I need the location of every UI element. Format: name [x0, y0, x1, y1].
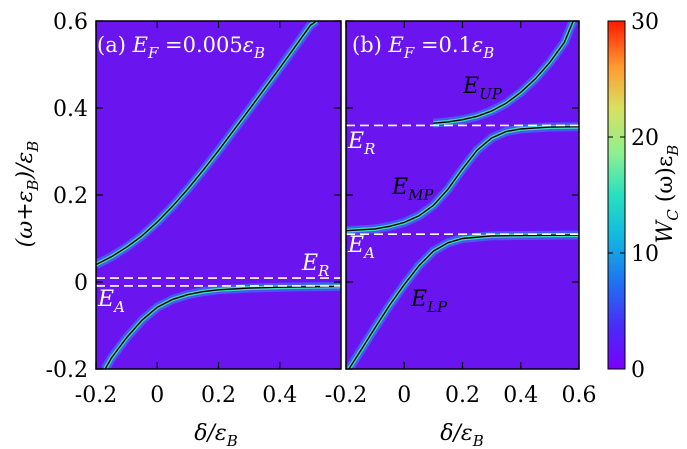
x-tick-label: 0.2 [445, 383, 480, 408]
colorbar: 0 10 20 30 WC (ω)εB [607, 10, 682, 383]
label-b-EA: EA [347, 233, 375, 262]
label-a-EA: EA [97, 287, 125, 316]
label-b-ER: ER [347, 129, 375, 158]
curve-line-e-mp [346, 126, 579, 232]
x-tick-label: 0.2 [201, 383, 236, 408]
curve-line-e-up [433, 21, 574, 124]
panel-b: -0.2 0 0.2 0.4 0.6 (b) EF =0.1εB EUP ER EMP … [325, 20, 597, 408]
panel-b-reference-lines [346, 124, 579, 235]
panel-a-title: (a) EF =0.005εB [97, 33, 265, 62]
y-tick-label: -0.2 [46, 358, 88, 383]
colorbar-tick-label: 20 [631, 126, 659, 151]
curve-line-branch-2 [104, 285, 341, 369]
panel-a-background [96, 21, 341, 369]
panel-b-title: (b) EF =0.1εB [352, 33, 494, 62]
label-b-ELP: ELP [410, 287, 448, 316]
x-tick-label: 0 [150, 383, 164, 408]
colorbar-label: WC (ω)εB [653, 145, 682, 244]
colorbar-scale [607, 20, 626, 370]
panel-a-ticks: -0.2 0 0.2 0.4 -0.2 0 0.2 0.4 0.6 [46, 10, 341, 408]
label-b-EMP: EMP [391, 175, 434, 204]
colorbar-ticks: 0 10 20 30 [608, 10, 659, 383]
x-tick-label: -0.2 [75, 383, 117, 408]
panel-b-ticks: -0.2 0 0.2 0.4 0.6 [325, 20, 597, 408]
x-tick-label: 0.4 [262, 383, 297, 408]
label-a-ER: ER [301, 251, 329, 280]
curve-line-e-lp [348, 234, 579, 369]
x-tick-label: -0.2 [325, 383, 367, 408]
y-tick-label: 0.6 [53, 10, 88, 35]
x-axis-label-a: δ/εB [194, 421, 238, 449]
x-tick-label: 0 [397, 383, 411, 408]
x-tick-label: 0.6 [562, 383, 597, 408]
x-tick-label: 0.4 [503, 383, 538, 408]
panel-a-reference-lines [96, 277, 341, 287]
colorbar-tick-label: 10 [631, 242, 659, 267]
panel-a: -0.2 0 0.2 0.4 -0.2 0 0.2 0.4 0.6 (a) EF =0.005ε… [46, 10, 342, 408]
colorbar-tick-label: 30 [631, 10, 659, 35]
panel-b-curves [346, 21, 579, 369]
panel-a-curves [96, 21, 341, 369]
y-tick-label: 0.2 [53, 184, 88, 209]
y-axis-label: (ω+εB)/εB [13, 141, 42, 248]
y-tick-label: 0.4 [53, 97, 88, 122]
label-b-EUP: EUP [462, 74, 503, 103]
y-tick-label: 0 [74, 271, 88, 296]
x-axis-label-b: δ/εB [440, 421, 484, 449]
colorbar-tick-label: 0 [631, 358, 645, 383]
curve-line-branch-1 [96, 21, 317, 266]
